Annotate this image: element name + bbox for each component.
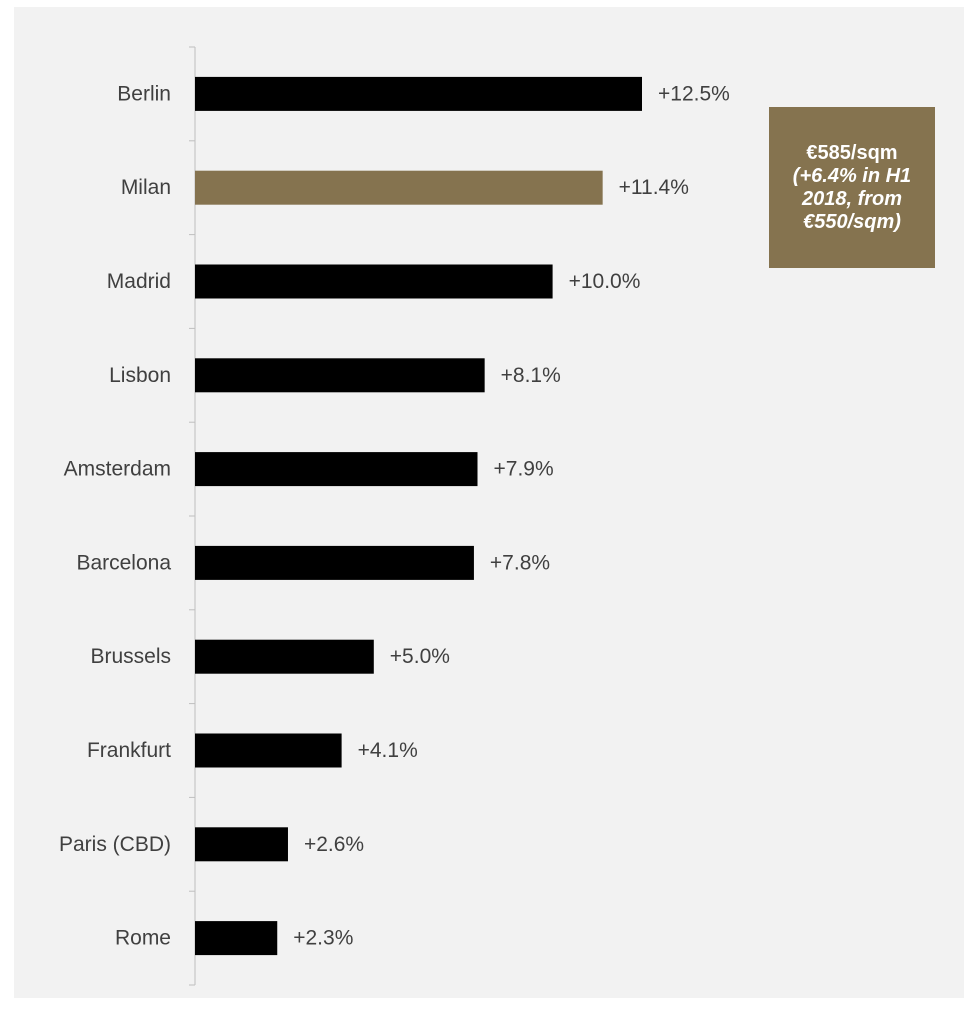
category-label: Berlin: [117, 82, 171, 105]
category-label: Lisbon: [109, 364, 171, 387]
category-label: Madrid: [107, 270, 171, 293]
data-label: +5.0%: [390, 645, 450, 668]
bar-frankfurt: [195, 733, 342, 768]
labels-layer: Berlin +12.5% Milan +11.4% Madrid +10.0% Lisbo…: [59, 82, 730, 949]
data-label: +4.1%: [358, 739, 418, 762]
bar-paris-cbd: [195, 827, 288, 862]
category-label: Amsterdam: [64, 458, 171, 481]
bar-rome: [195, 921, 278, 956]
data-label: +8.1%: [501, 364, 561, 387]
bar-milan: [195, 170, 603, 205]
data-label: +11.4%: [619, 176, 689, 199]
callout-line-3: 2018, from: [801, 187, 903, 210]
bar-amsterdam: [195, 452, 478, 487]
category-label: Paris (CBD): [59, 833, 171, 856]
bar-brussels: [195, 639, 374, 674]
category-label: Rome: [115, 927, 171, 950]
data-label: +12.5%: [658, 82, 730, 105]
category-label: Frankfurt: [87, 739, 171, 762]
bar-madrid: [195, 264, 553, 299]
bars-layer: [195, 76, 642, 956]
data-label: +2.3%: [293, 927, 353, 950]
data-label: +2.6%: [304, 833, 364, 856]
data-label: +7.8%: [490, 551, 550, 574]
axis-layer: [189, 46, 196, 986]
callout-line-2: (+6.4% in H1: [792, 164, 912, 187]
category-label: Brussels: [90, 645, 171, 668]
callout-line-4: €550/sqm): [803, 210, 901, 233]
bar-berlin: [195, 76, 642, 111]
category-label: Milan: [121, 176, 171, 199]
data-label: +7.9%: [494, 458, 554, 481]
category-label: Barcelona: [76, 551, 171, 574]
data-label: +10.0%: [569, 270, 641, 293]
bar-barcelona: [195, 545, 474, 580]
bar-lisbon: [195, 358, 485, 393]
callout-line-1: €585/sqm: [806, 141, 898, 164]
callout-box: €585/sqm (+6.4% in H1 2018, from €550/sq…: [769, 107, 935, 268]
